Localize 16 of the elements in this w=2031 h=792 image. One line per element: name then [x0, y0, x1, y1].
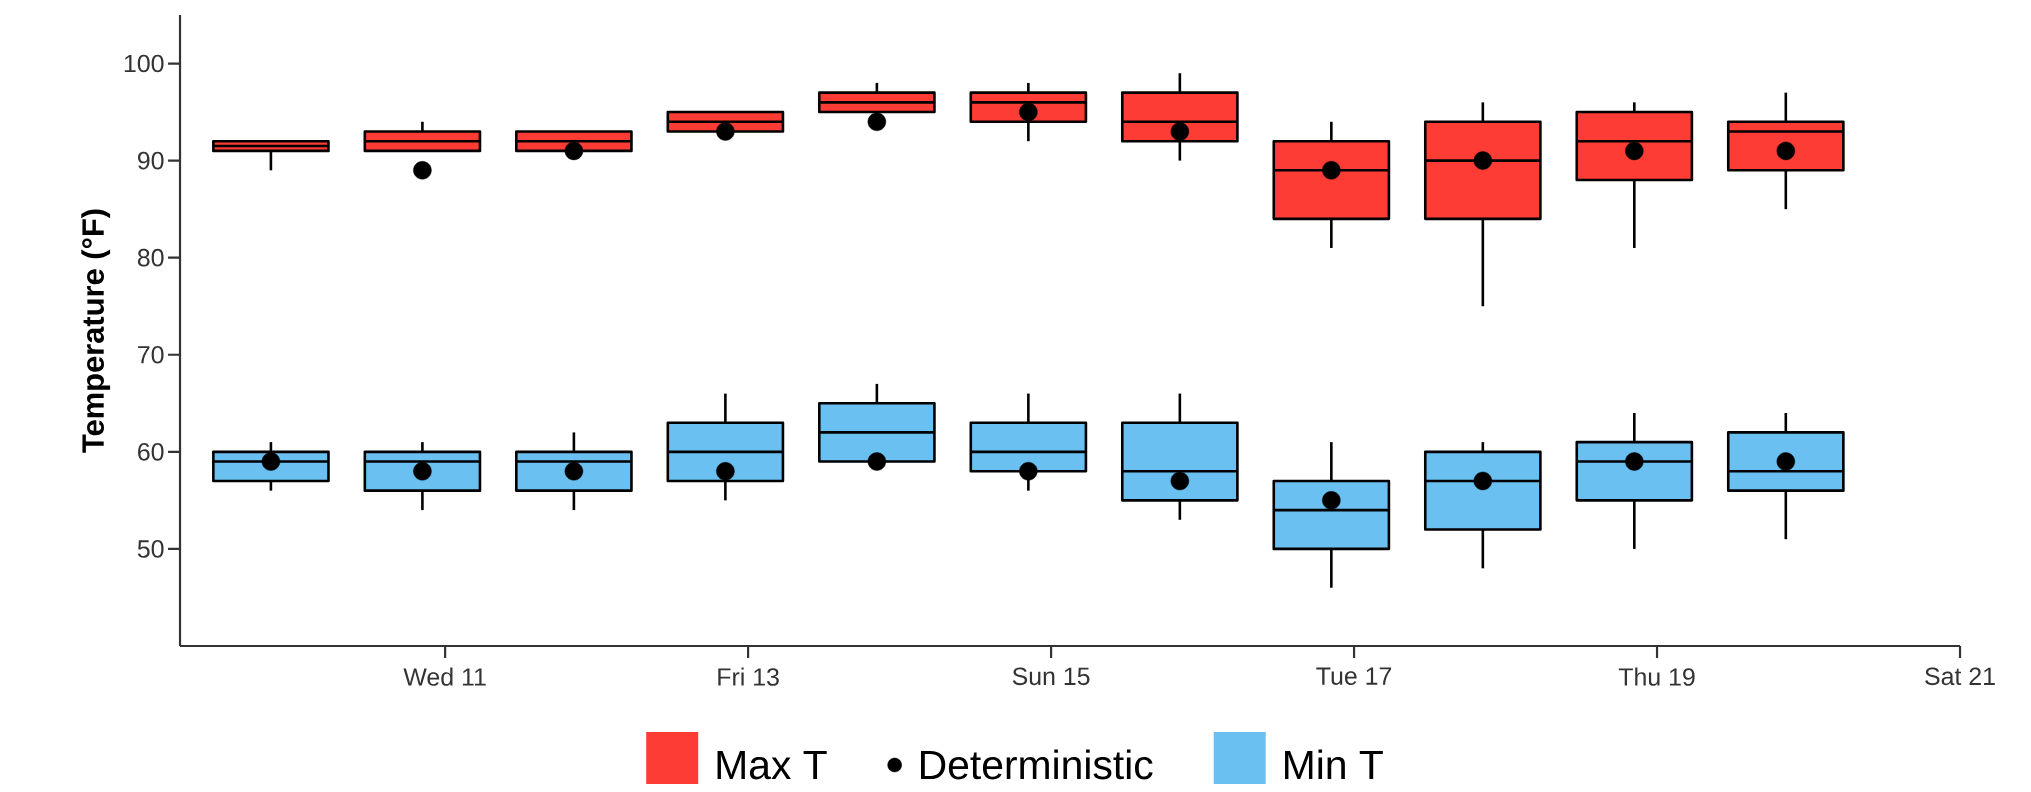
x-tick-label: Thu 19: [1618, 667, 1695, 686]
y-tick-label: 70: [138, 345, 164, 364]
x-tick-label: Fri 13: [718, 667, 779, 686]
y-tick-label: 50: [137, 540, 164, 558]
x-tick-label: Sat 21: [1925, 667, 1995, 686]
x-tick-label: Sun 15: [1012, 667, 1090, 686]
x-tick-label: Tue 17: [1316, 667, 1392, 685]
x-tick-label: Wed 11: [403, 667, 486, 686]
y-tick-label: 60: [138, 443, 164, 461]
y-axis-title: Temperature (°F): [81, 209, 111, 453]
y-tick-label: 90: [137, 151, 164, 170]
legend-label: Deterministic: [921, 749, 1153, 780]
y-tick-label: 100: [124, 54, 164, 73]
legend-label: Min T: [1285, 749, 1383, 779]
y-tick-label: 80: [137, 248, 164, 267]
legend-label: Max T: [717, 750, 827, 780]
